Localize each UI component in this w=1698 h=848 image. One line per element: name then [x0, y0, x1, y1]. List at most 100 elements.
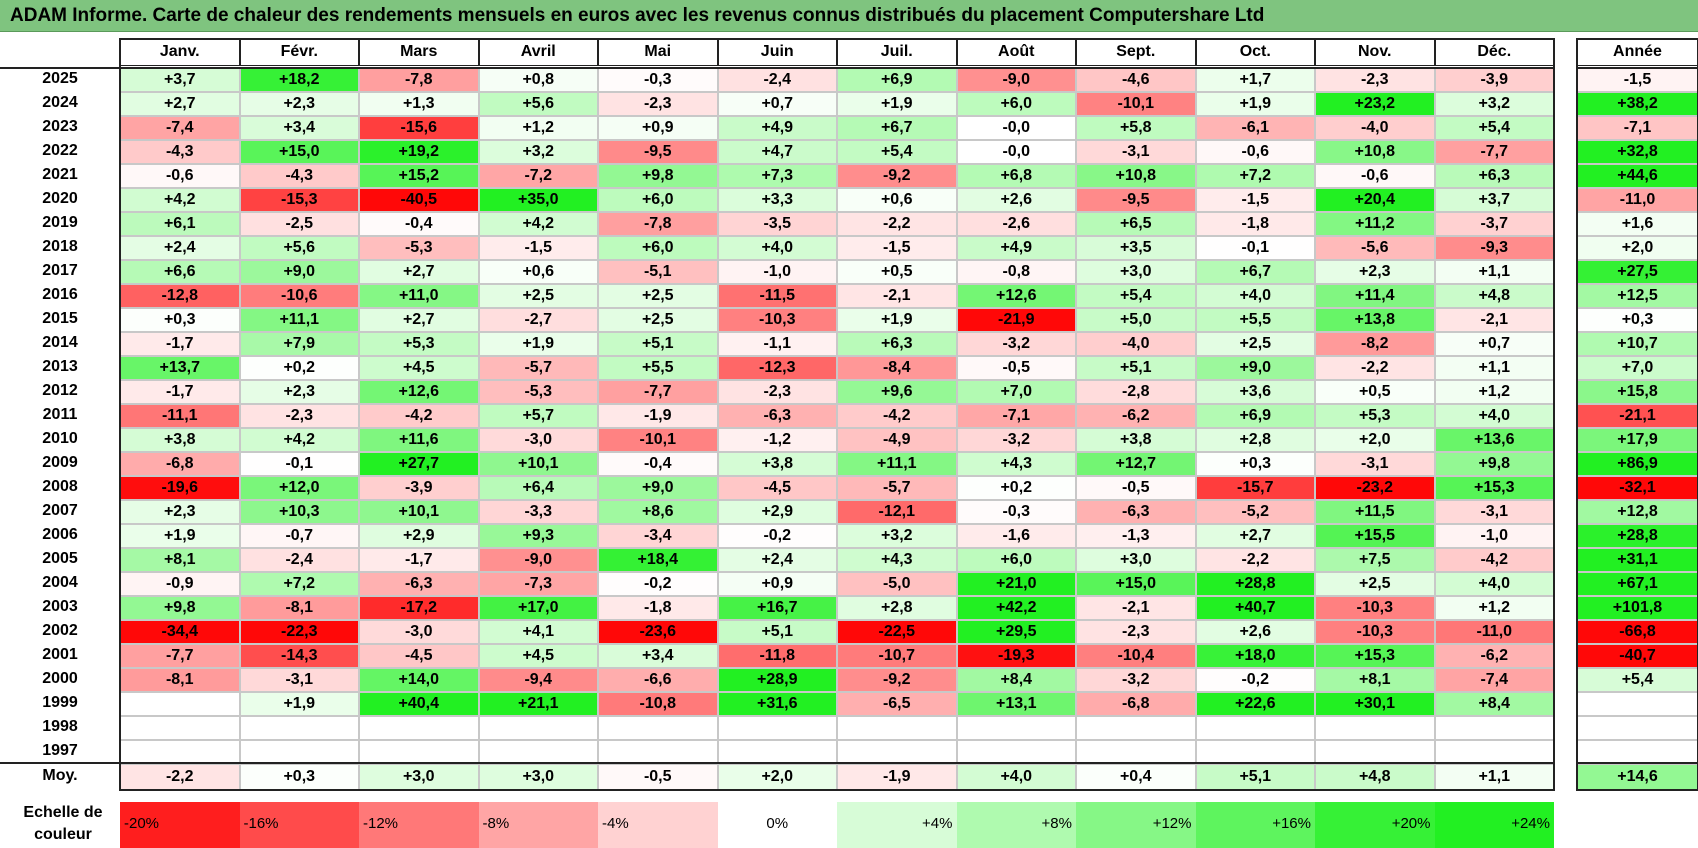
- heatmap-cell: +4,5: [478, 644, 598, 668]
- heatmap-cell: +18,0: [1195, 644, 1315, 668]
- heatmap-cell: -3,7: [1434, 212, 1554, 236]
- annual-cell: +67,1: [1577, 572, 1698, 596]
- heatmap-cell: -4,6: [1076, 68, 1196, 92]
- heatmap-cell: -19,6: [120, 476, 240, 500]
- heatmap-cell: +2,3: [1315, 260, 1435, 284]
- heatmap-cell: -0,1: [1195, 236, 1315, 260]
- annual-header: Année: [1577, 38, 1698, 66]
- heatmap-cell: -7,2: [478, 164, 598, 188]
- heatmap-cell: +6,0: [956, 92, 1076, 116]
- heatmap-cell: -0,2: [1195, 668, 1315, 692]
- heatmap-cell: +5,8: [1076, 116, 1196, 140]
- heatmap-cell: +6,7: [837, 116, 957, 140]
- header-divider: [0, 67, 1554, 69]
- heatmap-cell: +15,2: [359, 164, 479, 188]
- year-label: 2025: [42, 70, 78, 87]
- year-label: 2024: [42, 94, 78, 111]
- heatmap-cell: +3,7: [120, 68, 240, 92]
- color-scale-stop: -12%: [359, 802, 479, 848]
- heatmap-cell: -0,5: [956, 356, 1076, 380]
- heatmap-cell: +11,5: [1315, 500, 1435, 524]
- heatmap-cell: +2,3: [239, 92, 359, 116]
- heatmap-cell: -7,1: [956, 404, 1076, 428]
- color-scale-stop: 0%: [717, 802, 837, 848]
- heatmap-cell: [1195, 716, 1315, 740]
- heatmap-cell: +0,5: [837, 260, 957, 284]
- heatmap-cell: -9,3: [1434, 236, 1554, 260]
- heatmap-cell: -4,5: [717, 476, 837, 500]
- month-header: Oct.: [1195, 38, 1315, 66]
- heatmap-cell: +4,3: [956, 452, 1076, 476]
- heatmap-cell: +9,0: [1195, 356, 1315, 380]
- heatmap-cell: -9,4: [478, 668, 598, 692]
- heatmap-cell: -1,5: [478, 236, 598, 260]
- heatmap-cell: +3,8: [1076, 428, 1196, 452]
- year-label: 2020: [42, 190, 78, 207]
- heatmap-cell: +9,0: [239, 260, 359, 284]
- heatmap-cell: +4,0: [1195, 284, 1315, 308]
- heatmap-cell: -0,6: [1195, 140, 1315, 164]
- year-label: 2021: [42, 166, 78, 183]
- color-scale-label-line2: couleur: [34, 826, 92, 843]
- heatmap-cell: +1,9: [478, 332, 598, 356]
- annual-cell: +28,8: [1577, 524, 1698, 548]
- heatmap-cell: -1,0: [717, 260, 837, 284]
- annual-cell: +38,2: [1577, 92, 1698, 116]
- heatmap-cell: +1,9: [1195, 92, 1315, 116]
- heatmap-cell: +1,9: [837, 308, 957, 332]
- heatmap-cell: -2,6: [956, 212, 1076, 236]
- heatmap-cell: +10,8: [1315, 140, 1435, 164]
- average-cell: +1,1: [1434, 764, 1554, 790]
- heatmap-cell: -0,8: [956, 260, 1076, 284]
- heatmap-cell: -22,5: [837, 620, 957, 644]
- heatmap-cell: +15,0: [239, 140, 359, 164]
- heatmap-cell: -2,7: [478, 308, 598, 332]
- heatmap-cell: +9,6: [837, 380, 957, 404]
- heatmap-cell: +6,0: [956, 548, 1076, 572]
- heatmap-cell: -6,3: [359, 572, 479, 596]
- heatmap-cell: +6,1: [120, 212, 240, 236]
- heatmap-cell: +11,0: [359, 284, 479, 308]
- heatmap-cell: +12,7: [1076, 452, 1196, 476]
- heatmap-cell: -9,5: [598, 140, 718, 164]
- average-cell: -1,9: [837, 764, 957, 790]
- heatmap-cell: -8,2: [1315, 332, 1435, 356]
- color-scale-stop: +24%: [1434, 802, 1554, 848]
- heatmap-cell: +3,8: [120, 428, 240, 452]
- heatmap-cell: +5,6: [239, 236, 359, 260]
- heatmap-cell: +2,5: [1315, 572, 1435, 596]
- heatmap-cell: +13,6: [1434, 428, 1554, 452]
- heatmap-cell: -6,5: [837, 692, 957, 716]
- month-header: Juin: [717, 38, 837, 66]
- heatmap-cell: -0,7: [239, 524, 359, 548]
- heatmap-cell: +14,0: [359, 668, 479, 692]
- heatmap-cell: +3,6: [1195, 380, 1315, 404]
- month-header: Août: [956, 38, 1076, 66]
- heatmap-cell: -3,9: [1434, 68, 1554, 92]
- year-label: 2004: [42, 574, 78, 591]
- heatmap-cell: +10,1: [478, 452, 598, 476]
- heatmap-cell: -10,7: [837, 644, 957, 668]
- average-label: Moy.: [42, 767, 78, 784]
- heatmap-cell: -3,0: [478, 428, 598, 452]
- heatmap-cell: +3,2: [1434, 92, 1554, 116]
- heatmap-cell: -11,1: [120, 404, 240, 428]
- heatmap-cell: -2,4: [239, 548, 359, 572]
- heatmap-cell: -7,8: [359, 68, 479, 92]
- heatmap-cell: +0,9: [717, 572, 837, 596]
- heatmap-cell: +4,1: [478, 620, 598, 644]
- year-label: 2014: [42, 334, 78, 351]
- heatmap-cell: +4,7: [717, 140, 837, 164]
- heatmap-cell: -4,5: [359, 644, 479, 668]
- heatmap-cell: +2,3: [120, 500, 240, 524]
- heatmap-cell: -10,3: [1315, 596, 1435, 620]
- heatmap-cell: -0,5: [1076, 476, 1196, 500]
- heatmap-cell: +12,6: [956, 284, 1076, 308]
- year-label: 2018: [42, 238, 78, 255]
- color-scale-stop: +8%: [956, 802, 1076, 848]
- heatmap-cell: -5,7: [478, 356, 598, 380]
- heatmap-cell: +4,2: [478, 212, 598, 236]
- heatmap-cell: -5,1: [598, 260, 718, 284]
- average-cell: -0,5: [598, 764, 718, 790]
- heatmap-cell: -3,1: [1434, 500, 1554, 524]
